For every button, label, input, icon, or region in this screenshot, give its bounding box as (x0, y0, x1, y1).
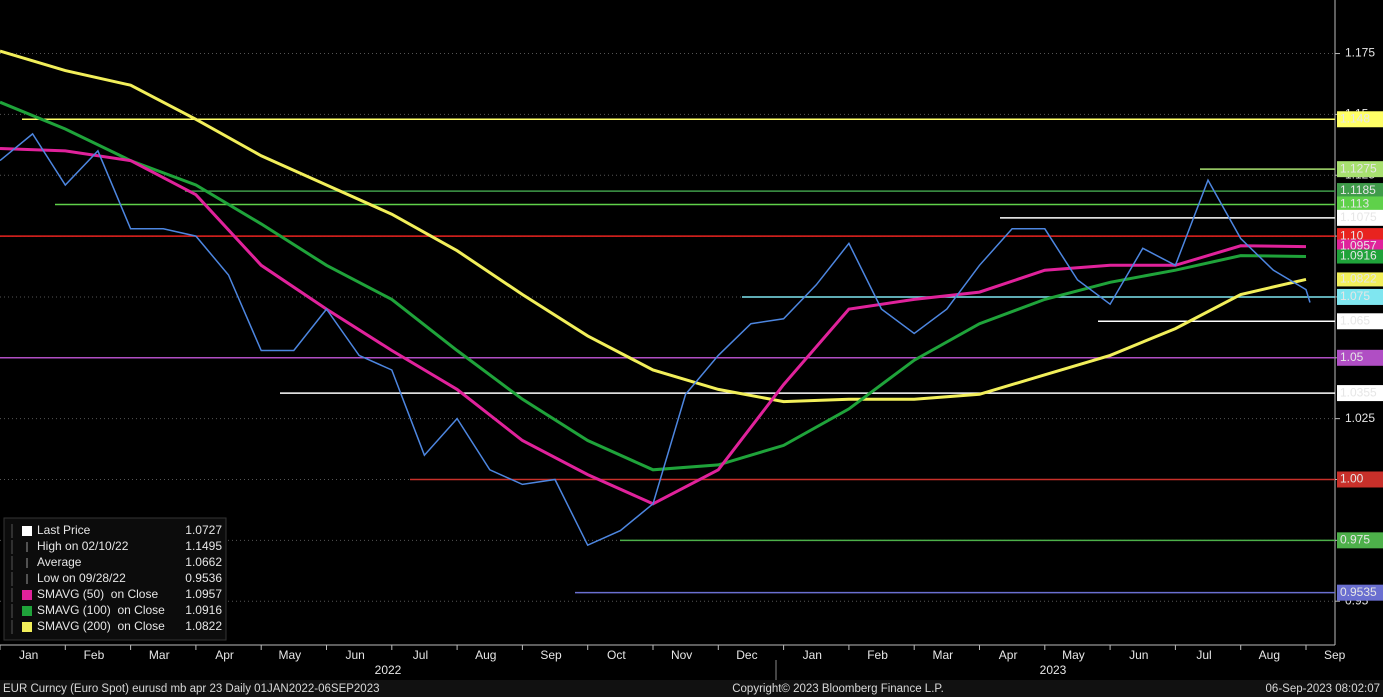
x-tick-label: Mar (149, 648, 170, 662)
level-label: 1.075 (1340, 289, 1370, 303)
x-tick-label: May (1062, 648, 1085, 662)
x-tick-label: Sep (540, 648, 562, 662)
legend-value: 1.0727 (185, 523, 222, 537)
year-label: 2022 (375, 663, 402, 677)
x-tick-label: Jan (803, 648, 822, 662)
level-label-box (1337, 532, 1383, 549)
level-label: 1.0355 (1340, 385, 1377, 399)
legend-label: SMAVG (50) on Close (37, 587, 158, 601)
level-label-box (1337, 584, 1383, 601)
legend-label: Last Price (37, 523, 91, 537)
legend-label: Low on 09/28/22 (37, 571, 126, 585)
x-tick-label: Jun (345, 648, 364, 662)
x-tick-label: Sep (1324, 648, 1346, 662)
footer-center: Copyright© 2023 Bloomberg Finance L.P. (732, 683, 944, 695)
level-label-box (1337, 161, 1383, 178)
year-label: 2023 (1040, 663, 1067, 677)
level-label: 1.065 (1340, 313, 1370, 327)
level-label-box (1337, 385, 1383, 402)
footer-bar (0, 680, 1383, 697)
legend-value: 0.9536 (185, 571, 222, 585)
legend-value: 1.0662 (185, 555, 222, 569)
level-label: 1.1275 (1340, 161, 1377, 175)
legend-value: 1.0822 (185, 619, 222, 633)
ma-value-box (1337, 272, 1383, 287)
ma-value-label: 1.0916 (1340, 249, 1377, 263)
level-label: 1.00 (1340, 472, 1364, 486)
x-tick-label: May (279, 648, 302, 662)
legend-swatch (22, 622, 32, 632)
level-label-box (1337, 111, 1383, 128)
y-tick-label: 1.025 (1345, 411, 1375, 425)
x-tick-label: Mar (933, 648, 954, 662)
level-label: 1.1185 (1340, 183, 1376, 197)
x-tick-label: Jan (19, 648, 38, 662)
level-label-box (1337, 471, 1383, 488)
level-label: 0.9535 (1340, 585, 1377, 599)
level-label-box (1337, 209, 1383, 226)
x-tick-label: Feb (84, 648, 105, 662)
x-tick-label: Dec (736, 648, 757, 662)
y-tick-label: 1.175 (1345, 46, 1375, 60)
level-label: 1.10 (1340, 228, 1364, 242)
moving-average-line (0, 49, 1307, 404)
ma-value-label: 1.0957 (1340, 239, 1377, 253)
level-label-box (1337, 313, 1383, 330)
x-tick-label: Apr (215, 648, 234, 662)
legend-value: 1.1495 (185, 539, 222, 553)
level-label-box (1337, 288, 1383, 305)
level-label-box (1337, 196, 1383, 213)
x-tick-label: Oct (607, 648, 626, 662)
x-tick-label: Aug (1259, 648, 1280, 662)
legend-box (3, 517, 227, 641)
legend-label: SMAVG (100) on Close (37, 603, 165, 617)
x-tick-label: Aug (475, 648, 496, 662)
level-label: 0.975 (1340, 533, 1370, 547)
level-label: 1.148 (1340, 111, 1370, 125)
footer-left: EUR Curncy (Euro Spot) eurusd mb apr 23 … (3, 683, 380, 695)
x-tick-label: Apr (999, 648, 1018, 662)
ma-value-label: 1.0822 (1340, 272, 1377, 286)
x-tick-label: Jul (413, 648, 428, 662)
footer-right: 06-Sep-2023 08:02:07 (1266, 683, 1380, 695)
legend-swatch (22, 526, 32, 536)
legend-label: SMAVG (200) on Close (37, 619, 165, 633)
ma-value-box (1337, 249, 1383, 264)
level-label-box (1337, 183, 1383, 200)
x-tick-label: Jun (1129, 648, 1148, 662)
legend-label: High on 02/10/22 (37, 539, 129, 553)
level-label: 1.05 (1340, 350, 1364, 364)
x-tick-label: Nov (671, 648, 692, 662)
level-label: 1.113 (1340, 197, 1369, 211)
legend-swatch (22, 606, 32, 616)
x-tick-label: Jul (1196, 648, 1211, 662)
price-line (0, 132, 1311, 547)
legend-swatch (22, 590, 32, 600)
level-label-box (1337, 349, 1383, 366)
legend-label: Average (37, 555, 82, 569)
x-tick-label: Feb (867, 648, 888, 662)
legend-value: 1.0957 (185, 587, 222, 601)
legend-value: 1.0916 (185, 603, 222, 617)
level-label: 1.1075 (1340, 210, 1377, 224)
